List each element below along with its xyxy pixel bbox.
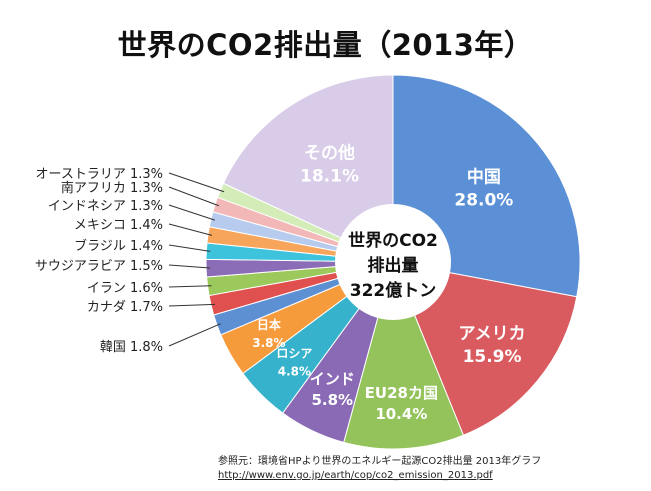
chart-title: 世界のCO2排出量（2013年） [117,28,534,62]
leader-line-15 [168,172,225,193]
center-label-line-3: 322億トン [350,280,437,301]
leader-line-14 [168,186,220,207]
slice-value-16: 18.1% [300,167,359,187]
slice-label-13: インドネシア 1.3% [48,199,163,214]
slice-label-2: アメリカ [458,324,525,344]
leader-line-12 [168,223,213,236]
source-text: 参照元：環境省HPより世界のエネルギー起源CO2排出量 2013年グラフ [218,456,542,467]
slice-value-1: 28.0% [454,191,513,211]
slice-label-14: 南アフリカ 1.3% [61,180,163,196]
slice-label-16: その他 [304,143,355,164]
slice-value-5: 4.8% [278,364,311,378]
leader-line-9 [168,285,212,288]
slice-value-2: 15.9% [463,347,522,367]
slice-label-10: サウジアラビア 1.5% [35,259,163,274]
slice-label-1: 中国 [467,167,501,188]
leader-line-13 [168,204,216,221]
slice-label-3: EU28カ国 [365,384,438,402]
slice-label-6: 日本 [257,317,281,332]
leader-line-11 [168,244,211,252]
source-url[interactable]: http://www.env.go.jp/earth/cop/co2_emiss… [218,470,493,481]
pie-slice-3 [343,260,465,450]
leader-line-10 [168,264,211,269]
pie-slice-2 [392,261,578,436]
slice-label-15: オーストラリア 1.3% [35,167,163,182]
slice-value-4: 5.8% [311,391,353,409]
slice-value-6: 3.8% [252,336,285,350]
center-label-line-1: 世界のCO2 [348,231,438,251]
center-label-line-2: 排出量 [368,255,419,276]
slice-value-3: 10.4% [375,405,427,423]
source-note: 参照元：環境省HPより世界のエネルギー起源CO2排出量 2013年グラフ htt… [218,455,541,483]
leader-line-7 [168,323,221,347]
slice-label-7: 韓国 1.8% [100,340,163,355]
slice-label-5: ロシア [276,346,312,360]
leader-line-8 [168,303,215,307]
pie-slice-16 [222,74,394,263]
slice-label-9: イラン 1.6% [87,281,163,296]
slice-label-12: メキシコ 1.4% [74,218,163,233]
slice-label-8: カナダ 1.7% [87,300,163,315]
center-hole [335,204,451,320]
slice-label-11: ブラジル 1.4% [74,238,163,254]
slice-label-4: インド [310,370,355,388]
